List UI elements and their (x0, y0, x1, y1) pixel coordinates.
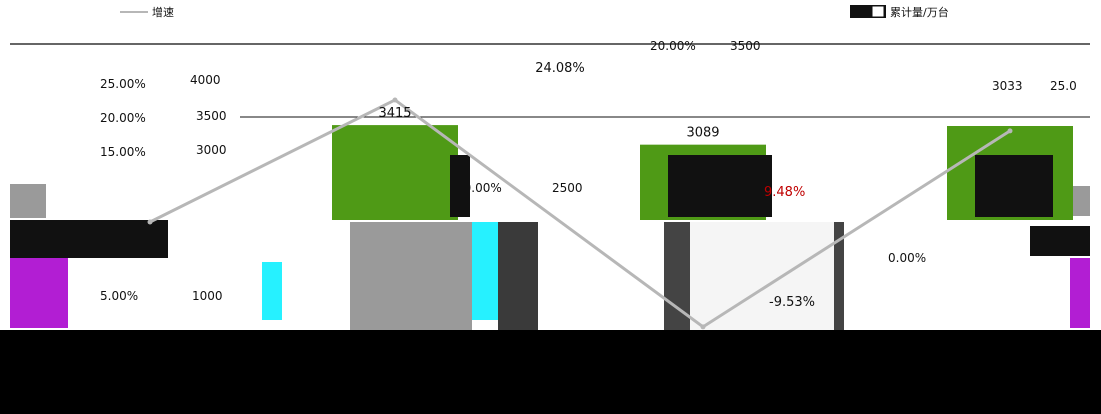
right-tick-15: 15.00% (100, 145, 146, 159)
gray-block-1 (350, 222, 472, 330)
cyan-block-left (262, 262, 282, 320)
left-tick-1000: 1000 (192, 289, 223, 303)
bar-overlay-3 (975, 155, 1053, 217)
right-tick-5: 5.00% (100, 289, 138, 303)
bar-label-3: 3089 (686, 126, 719, 141)
left-tick-3500-frag: 3500 (730, 39, 761, 53)
legend-bar-label: 累计量/万台 (890, 5, 949, 19)
left-tick-3033-frag: 3033 (992, 79, 1023, 93)
left-tick-3500: 3500 (196, 109, 227, 123)
gray-block-2 (498, 222, 538, 330)
left-tick-3000: 3000 (196, 143, 227, 157)
bar-label-2: 3415 (378, 106, 411, 121)
growth-point-4 (1007, 128, 1013, 134)
dark-block-right (1030, 226, 1090, 256)
axis-labels: 25.00% 4000 20.00% 3500 15.00% 3000 10.0… (100, 39, 1077, 303)
bar-overlay-1 (450, 155, 470, 217)
line-label-2: 24.08% (535, 61, 585, 76)
legend-bar-swatch-fill (871, 5, 885, 18)
growth-point-2 (392, 97, 398, 103)
right-tick-20-frag: 20.00% (650, 39, 696, 53)
growth-point-1 (147, 219, 153, 225)
left-tick-4000: 4000 (190, 73, 221, 87)
bar-overlay-2 (668, 155, 772, 217)
bars (332, 125, 1073, 220)
left-tick-2500: 2500 (552, 181, 583, 195)
right-tick-25-frag: 25.0 (1050, 79, 1077, 93)
legend: 增速 累计量/万台 (120, 5, 949, 19)
line-label-3: -9.53% (769, 295, 815, 310)
right-tick-0-frag: 0.00% (888, 251, 926, 265)
legend-line-label: 增速 (152, 5, 174, 19)
white-block-1 (690, 222, 834, 330)
bar-2 (332, 125, 458, 220)
dark-band-top (0, 330, 1101, 414)
red-data-label: 9.48% (764, 185, 805, 200)
dark-block-left (10, 220, 168, 258)
growth-line (149, 98, 1011, 329)
right-tick-20: 20.00% (100, 111, 146, 125)
magenta-block-left (10, 258, 68, 328)
right-tick-25: 25.00% (100, 77, 146, 91)
cyan-block-mid (470, 222, 500, 320)
magenta-block-right (1070, 258, 1090, 328)
line-layer (147, 97, 1013, 330)
growth-point-3 (700, 324, 706, 330)
gray-block-left (10, 184, 46, 218)
data-labels: 3415 3089 24.08% -9.53% 9.48% (378, 61, 815, 310)
